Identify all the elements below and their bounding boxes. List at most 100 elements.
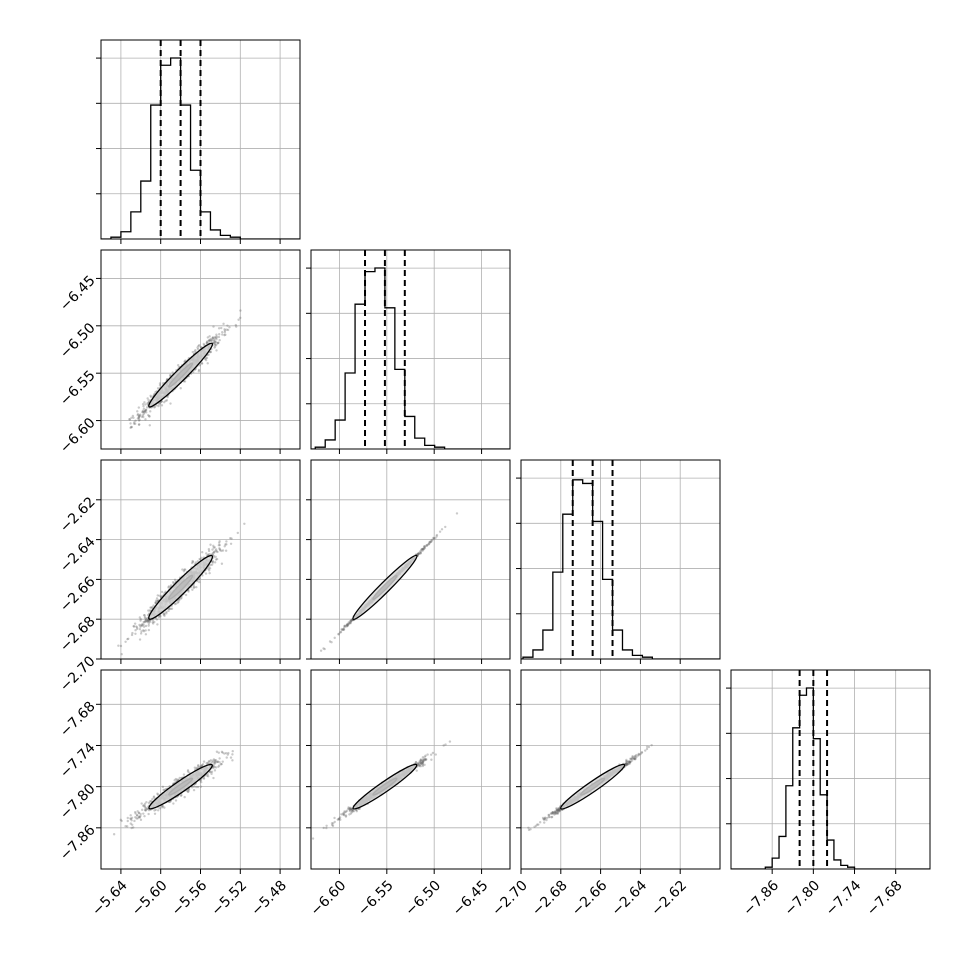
point [218, 757, 221, 760]
point [173, 602, 177, 606]
point [220, 562, 224, 565]
point [429, 540, 432, 544]
point [161, 806, 164, 809]
point [137, 423, 141, 426]
point [160, 590, 164, 594]
point [191, 560, 195, 564]
point [209, 350, 212, 354]
point [169, 584, 173, 587]
point [420, 761, 424, 764]
point [212, 765, 215, 768]
point [156, 623, 159, 626]
point [162, 613, 165, 616]
point [422, 547, 426, 551]
point [422, 548, 425, 551]
point [166, 395, 169, 399]
point [202, 776, 205, 779]
point [214, 766, 218, 769]
point [350, 808, 354, 811]
point [322, 826, 325, 830]
point [196, 765, 200, 768]
point [169, 800, 172, 803]
point [350, 619, 353, 622]
point [132, 625, 136, 628]
point [192, 586, 195, 589]
point [145, 807, 149, 811]
point [422, 759, 425, 763]
point [237, 318, 240, 321]
point [626, 762, 629, 766]
point [340, 628, 343, 632]
point [133, 422, 137, 426]
point [222, 322, 225, 326]
density-fill [352, 555, 417, 620]
point [210, 560, 214, 564]
point [348, 621, 351, 625]
point [224, 543, 227, 546]
x-tick-label: −5.52 [209, 878, 251, 920]
point [206, 772, 209, 776]
point [448, 740, 452, 743]
point [633, 757, 637, 760]
point [212, 544, 215, 548]
point [538, 821, 542, 824]
point [355, 810, 358, 813]
point [229, 536, 232, 540]
point [128, 418, 132, 421]
y-tick-label: −7.68 [57, 699, 99, 741]
point [416, 761, 420, 765]
point [199, 779, 202, 782]
point [423, 546, 426, 549]
point [132, 826, 135, 829]
point [167, 586, 170, 589]
point [139, 619, 142, 622]
point [117, 644, 120, 647]
point [225, 543, 228, 546]
point [213, 759, 217, 762]
point [210, 339, 213, 343]
point [219, 762, 223, 766]
point [152, 795, 156, 798]
point [138, 415, 141, 418]
point [215, 760, 218, 764]
x-tick-label: −5.64 [89, 878, 131, 920]
point [130, 819, 133, 822]
point [135, 814, 139, 817]
point [137, 416, 140, 420]
point [206, 340, 209, 343]
point [132, 416, 135, 419]
point [214, 758, 218, 762]
point [228, 326, 231, 329]
point [221, 330, 224, 334]
point [135, 817, 138, 820]
point [213, 765, 216, 769]
point [158, 384, 162, 387]
point [343, 810, 346, 813]
point [339, 631, 342, 634]
point [186, 790, 190, 794]
point [212, 766, 215, 770]
point [200, 556, 203, 560]
point [417, 762, 420, 766]
point [130, 425, 134, 429]
x-tick-label: −6.50 [402, 878, 444, 920]
point [223, 752, 226, 755]
point [145, 406, 149, 409]
point [328, 640, 332, 643]
point [152, 604, 155, 607]
point [216, 342, 219, 345]
point [200, 362, 204, 365]
point [139, 632, 143, 635]
contour-1 [352, 554, 418, 621]
point [212, 325, 215, 328]
point [217, 765, 220, 768]
point [163, 613, 166, 616]
point [431, 751, 435, 755]
point [331, 823, 334, 827]
point [130, 425, 133, 429]
point [419, 759, 423, 762]
point [140, 624, 144, 627]
point [626, 760, 629, 764]
point [173, 779, 176, 782]
y-tick-label: −7.80 [57, 781, 99, 823]
